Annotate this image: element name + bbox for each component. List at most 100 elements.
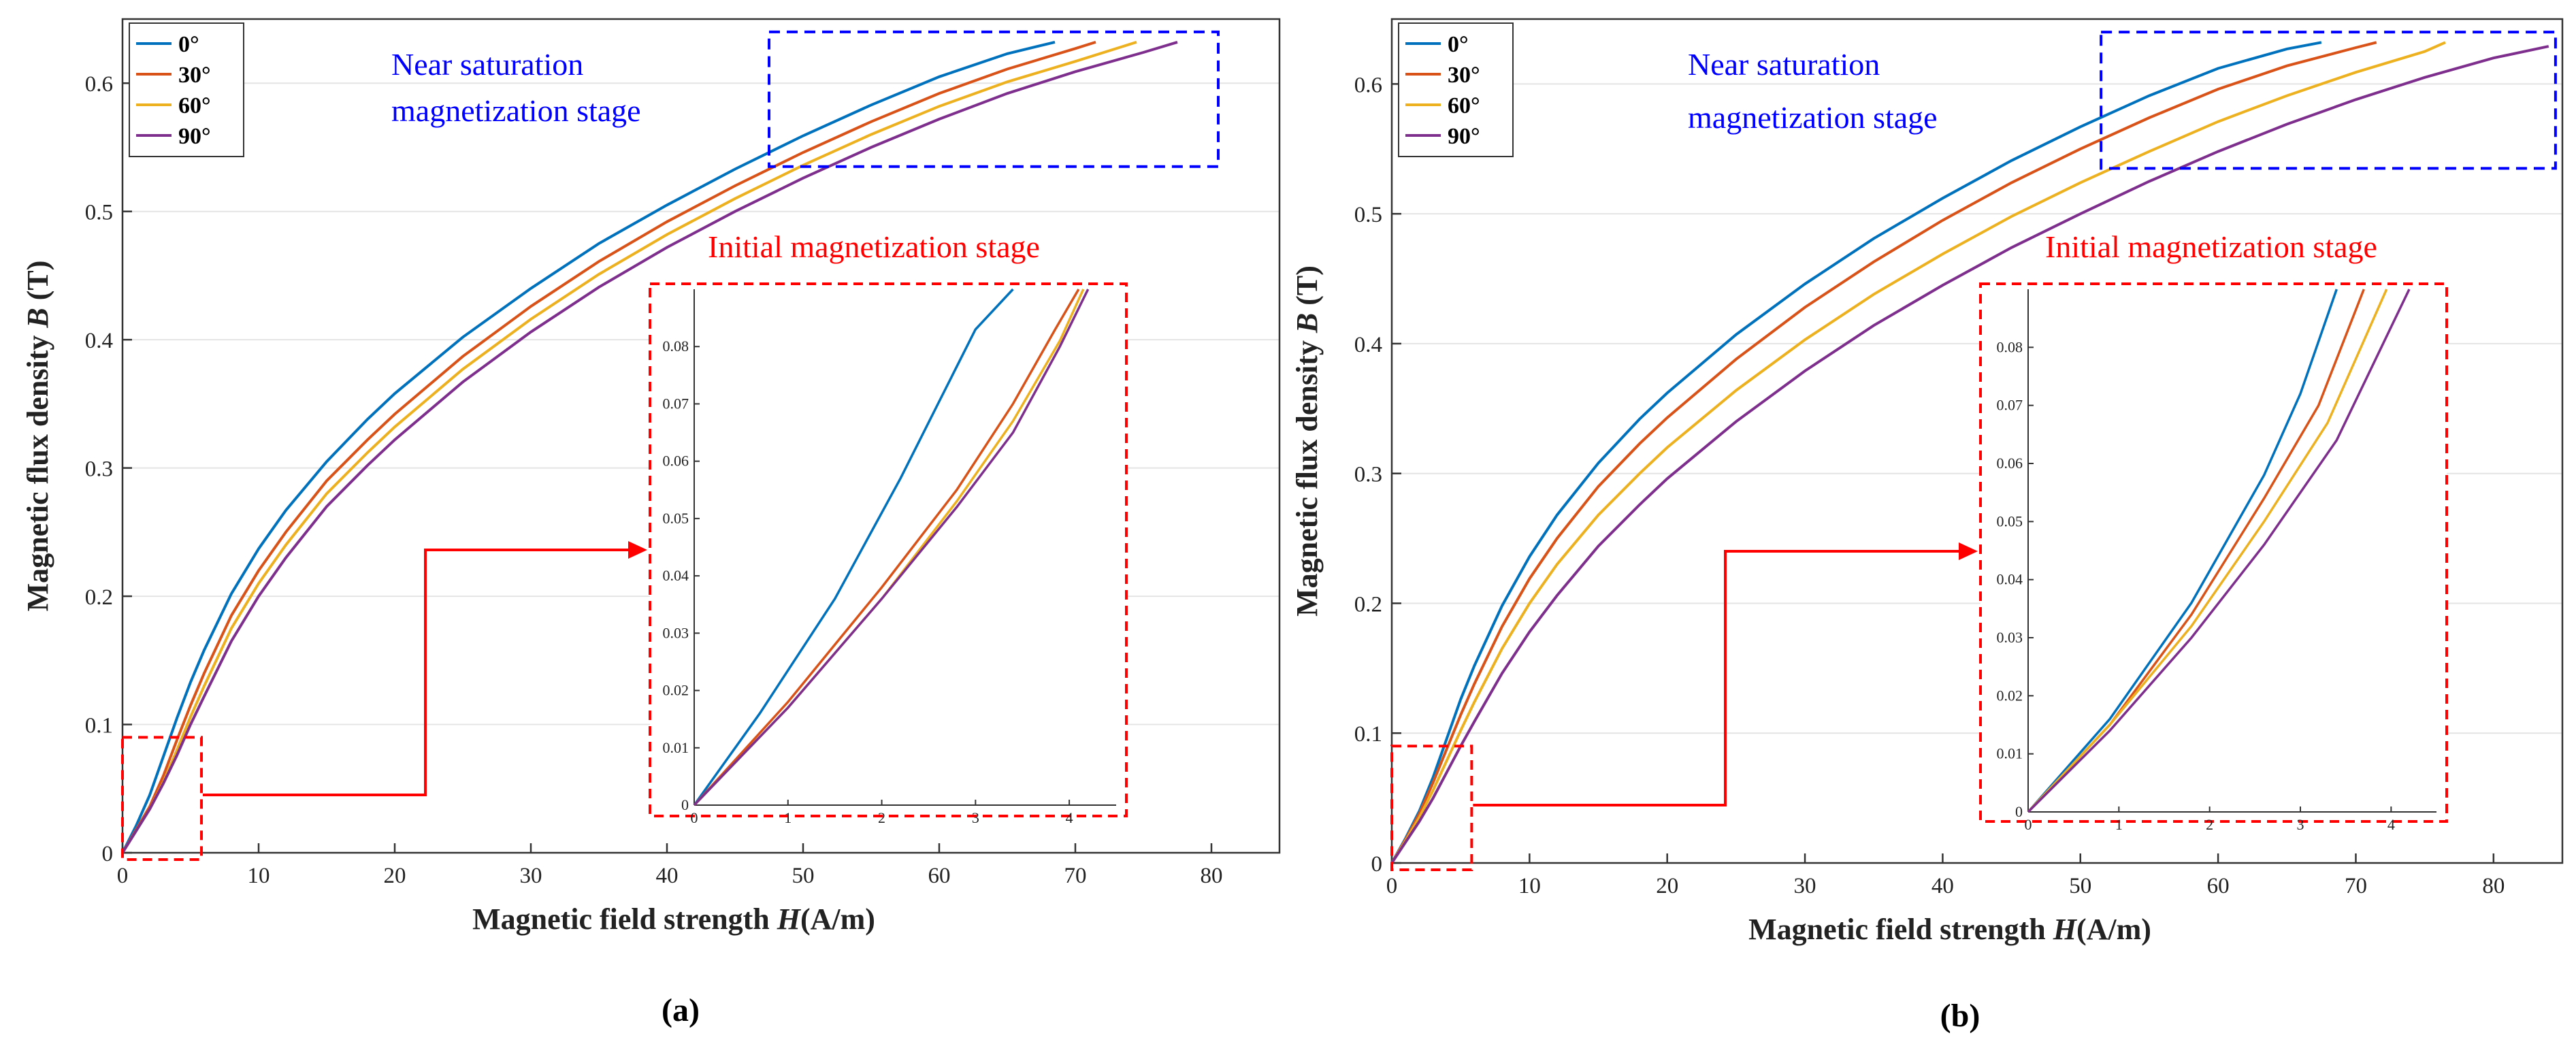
- x-tick-label: 70: [2345, 874, 2367, 898]
- series-line-90deg: [1390, 45, 2549, 864]
- inset-x-tick-label: 1: [2115, 816, 2123, 833]
- legend: 0° 30° 60° 90°: [129, 22, 244, 157]
- inset-frame: [1979, 282, 2448, 823]
- saturation-region-box: [2100, 31, 2557, 170]
- inset-chart: 0 1 2 3 4 0 0.01 0.02 0.03 0.04 0.05 0.06 0.07 0.08: [663, 288, 1116, 826]
- inset-y-tick-label: 0.05: [1997, 512, 2023, 529]
- series-line-30deg: [121, 40, 1096, 854]
- inset-y-tick-label: 0.08: [663, 338, 689, 355]
- y-tick-label: 0: [102, 842, 114, 866]
- x-tick-label: 60: [928, 864, 951, 888]
- inset-y-tick-label: 0.03: [663, 624, 689, 641]
- x-axis-label-text: Magnetic field strength: [1748, 913, 2053, 946]
- legend-label: 0°: [1448, 32, 1469, 57]
- inset-series-line-0deg: [693, 288, 1014, 806]
- x-tick-label: 80: [1201, 864, 1223, 888]
- initial-annotation: Initial magnetization stage: [2045, 229, 2377, 264]
- series-line-60deg: [121, 40, 1137, 854]
- saturation-annotation-line2: magnetization stage: [1688, 100, 1938, 135]
- legend: 0° 30° 60° 90°: [1398, 22, 1514, 157]
- x-tick-label: 40: [1931, 874, 1954, 898]
- y-tick-label: 0.2: [1354, 592, 1382, 617]
- y-tick-label: 0.2: [85, 585, 113, 610]
- saturation-annotation-line1: Near saturation: [391, 47, 583, 82]
- series-line-90deg: [121, 40, 1178, 854]
- x-axis-label: Magnetic field strength H(A/m): [1748, 913, 2151, 946]
- x-axis-label: Magnetic field strength H(A/m): [472, 902, 875, 936]
- initial-region-box: [1390, 745, 1473, 872]
- inset-y-tick-label: 0.01: [1997, 745, 2023, 762]
- panel-label: (b): [1940, 998, 1980, 1034]
- inset-y-tick-label: 0.03: [1997, 629, 2023, 646]
- y-axis-label: Magnetic flux density B (T): [1290, 265, 1324, 617]
- x-axis-label-text: Magnetic field strength: [472, 902, 777, 936]
- panel-label: (a): [662, 992, 700, 1028]
- legend-label: 30°: [1448, 63, 1480, 88]
- legend-label: 30°: [178, 63, 211, 88]
- inset-y-tick-label: 0: [2015, 803, 2023, 820]
- inset-x-tick-label: 0: [2025, 816, 2032, 833]
- x-tick-label: 20: [1656, 874, 1678, 898]
- x-tick-label: 10: [248, 864, 270, 888]
- connector-arrow-line: [203, 549, 632, 796]
- y-tick-label: 0.1: [85, 714, 113, 738]
- y-tick-label: 0.1: [1354, 722, 1382, 747]
- y-tick-label: 0.3: [85, 457, 113, 482]
- x-axis-variable: H: [777, 902, 802, 936]
- panel-a: 0 10 20 30 40 50 60 70 8000.10.20.30.40.50.6Magn…: [21, 18, 1281, 1028]
- legend-label: 60°: [178, 93, 211, 118]
- connector-arrow-head: [1959, 542, 1978, 560]
- inset-y-tick-label: 0.01: [663, 739, 689, 756]
- saturation-annotation-line2: magnetization stage: [391, 93, 641, 128]
- y-tick-label: 0.4: [1354, 333, 1382, 357]
- inset-x-tick-label: 4: [1066, 809, 1073, 826]
- inset-y-tick-label: 0.07: [1997, 397, 2023, 414]
- x-tick-label: 0: [1386, 874, 1398, 898]
- series-line-60deg: [1390, 41, 2446, 864]
- plot-area-frame: [121, 18, 1281, 854]
- series-line-0deg: [1390, 41, 2322, 864]
- y-tick-label: 0.5: [1354, 203, 1382, 227]
- initial-region-box: [121, 736, 203, 862]
- inset-y-tick-label: 0.04: [1997, 571, 2023, 588]
- inset-y-tick-label: 0.05: [663, 510, 689, 527]
- y-tick-label: 0.6: [85, 72, 113, 97]
- panel-b: 0 10 20 30 40 50 60 70 8000.10.20.30.40.50.6Magn…: [1290, 18, 2564, 1034]
- inset-series-line-90deg: [693, 289, 1090, 806]
- x-tick-label: 10: [1518, 874, 1541, 898]
- inset-x-tick-label: 3: [972, 809, 979, 826]
- inset-y-tick-label: 0.07: [663, 395, 689, 412]
- inset-y-tick-label: 0.08: [1997, 338, 2023, 355]
- inset-series-line-60deg: [2027, 289, 2388, 813]
- inset-frame: [649, 282, 1128, 817]
- y-tick-label: 0: [1371, 852, 1383, 877]
- x-tick-label: 30: [1794, 874, 1816, 898]
- y-tick-label: 0.6: [1354, 73, 1382, 97]
- connector-arrow-head: [628, 541, 647, 559]
- inset-x-tick-label: 2: [2206, 816, 2213, 833]
- inset-y-tick-label: 0.02: [1997, 687, 2023, 704]
- y-axis-label: Magnetic flux density B (T): [21, 261, 54, 612]
- x-tick-label: 80: [2482, 874, 2505, 898]
- inset-series-line-30deg: [693, 289, 1080, 806]
- inset-x-tick-label: 4: [2387, 816, 2395, 833]
- y-tick-label: 0.5: [85, 201, 113, 225]
- y-axis-unit: (T): [1290, 265, 1324, 313]
- y-axis-variable: B: [21, 308, 54, 328]
- x-tick-label: 60: [2207, 874, 2230, 898]
- connector-arrow-line: [1473, 550, 1963, 806]
- series-line-30deg: [1390, 41, 2377, 864]
- y-tick-label: 0.3: [1354, 463, 1382, 487]
- y-axis-variable: B: [1290, 313, 1324, 333]
- x-axis-variable: H: [2053, 913, 2078, 946]
- y-axis-label-text: Magnetic flux density: [21, 328, 54, 612]
- inset-x-tick-label: 1: [784, 809, 792, 826]
- inset-chart: 0 1 2 3 4 0 0.01 0.02 0.03 0.04 0.05 0.06 0.07 0.08: [1997, 289, 2436, 833]
- y-axis-unit: (T): [21, 261, 54, 308]
- x-tick-label: 20: [384, 864, 406, 888]
- saturation-annotation-line1: Near saturation: [1688, 47, 1880, 82]
- inset-series-line-90deg: [2027, 289, 2411, 813]
- x-tick-label: 30: [520, 864, 542, 888]
- inset-y-tick-label: 0: [681, 796, 689, 813]
